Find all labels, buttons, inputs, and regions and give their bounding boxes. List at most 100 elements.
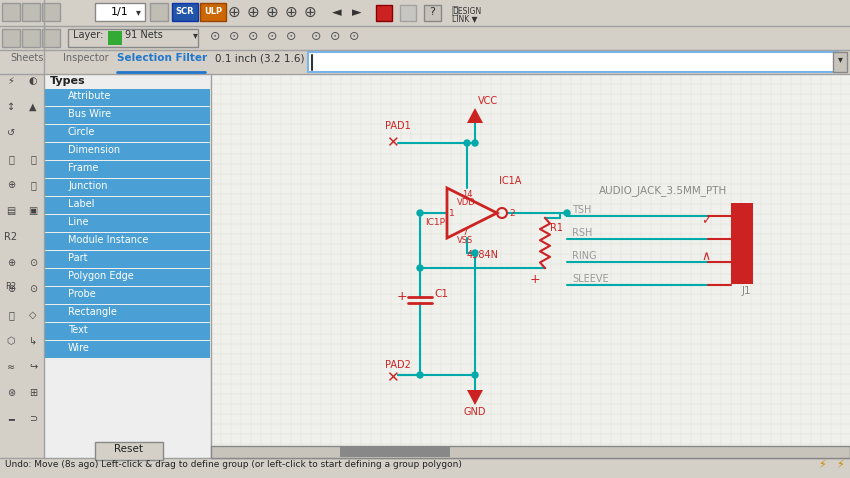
Text: ✕: ✕ xyxy=(386,135,399,151)
Bar xyxy=(22,3,40,21)
Bar xyxy=(833,52,847,72)
Text: VSS: VSS xyxy=(457,236,473,245)
Text: R1: R1 xyxy=(550,223,563,233)
Text: ◇: ◇ xyxy=(29,310,37,320)
Text: ⊙: ⊙ xyxy=(210,30,220,43)
Text: ?: ? xyxy=(429,7,435,17)
Bar xyxy=(0,26,850,50)
Text: +: + xyxy=(530,273,541,286)
Text: Label: Label xyxy=(68,199,94,209)
Text: 4584N: 4584N xyxy=(467,250,499,260)
Text: ▾: ▾ xyxy=(135,7,140,17)
Text: IC1A: IC1A xyxy=(499,176,521,186)
Text: ⊕: ⊕ xyxy=(285,5,297,20)
Bar xyxy=(45,323,210,340)
Bar xyxy=(42,3,60,21)
Bar xyxy=(45,215,210,232)
Bar xyxy=(0,458,850,478)
Bar xyxy=(45,125,210,142)
Bar xyxy=(211,446,850,458)
Bar xyxy=(45,161,210,178)
Text: ⊕: ⊕ xyxy=(228,5,241,20)
Bar xyxy=(400,5,416,21)
Text: ULP: ULP xyxy=(204,7,222,16)
Text: Part: Part xyxy=(68,253,88,263)
Text: ⊙: ⊙ xyxy=(330,30,340,43)
Text: 🔧: 🔧 xyxy=(30,154,36,164)
Bar xyxy=(376,5,392,21)
Text: PAD1: PAD1 xyxy=(385,121,411,131)
Text: ⊞: ⊞ xyxy=(29,388,37,398)
Text: ⊕: ⊕ xyxy=(246,5,259,20)
Text: ▣: ▣ xyxy=(28,206,37,216)
Bar xyxy=(45,89,210,106)
Bar xyxy=(68,29,198,47)
Bar xyxy=(108,31,122,45)
Text: GND: GND xyxy=(464,407,486,417)
Text: Inspector: Inspector xyxy=(63,53,109,63)
Text: ⚡: ⚡ xyxy=(8,76,14,86)
Text: Bus Wire: Bus Wire xyxy=(68,109,111,119)
Polygon shape xyxy=(467,108,483,123)
Text: Undo: Move (8s ago) Left-click & drag to define group (or left-click to start de: Undo: Move (8s ago) Left-click & drag to… xyxy=(5,460,462,469)
Text: Selection Filter: Selection Filter xyxy=(117,53,207,63)
Text: ∧: ∧ xyxy=(701,250,711,263)
Text: ⬡: ⬡ xyxy=(7,336,15,346)
Text: 7: 7 xyxy=(462,228,468,237)
Text: R2: R2 xyxy=(5,282,16,291)
Text: ↳: ↳ xyxy=(29,336,37,346)
Text: Layer:: Layer: xyxy=(73,30,104,40)
Text: 14: 14 xyxy=(462,190,473,199)
Text: Probe: Probe xyxy=(68,289,96,299)
Circle shape xyxy=(417,210,423,216)
Text: ⊙: ⊙ xyxy=(286,30,297,43)
Text: TSH: TSH xyxy=(572,205,592,215)
Text: RSH: RSH xyxy=(572,228,592,238)
Text: ◄: ◄ xyxy=(332,6,342,19)
Text: 91 Nets: 91 Nets xyxy=(125,30,162,40)
Circle shape xyxy=(464,140,470,146)
Text: DESIGN: DESIGN xyxy=(452,7,481,16)
Text: Types: Types xyxy=(50,76,86,86)
Text: VDD: VDD xyxy=(457,198,476,207)
Bar xyxy=(45,197,210,214)
Text: ⊕: ⊕ xyxy=(303,5,316,20)
Text: ⊙: ⊙ xyxy=(29,258,37,268)
Circle shape xyxy=(472,372,478,378)
Text: 1: 1 xyxy=(449,208,455,217)
Bar xyxy=(308,52,838,72)
Text: ↺: ↺ xyxy=(7,128,15,138)
Text: Reset: Reset xyxy=(115,444,144,454)
Text: ⊕: ⊕ xyxy=(7,180,15,190)
Text: R2: R2 xyxy=(4,232,18,242)
Text: RING: RING xyxy=(572,251,597,261)
Text: ⊙: ⊙ xyxy=(29,284,37,294)
Circle shape xyxy=(472,140,478,146)
Bar xyxy=(200,3,226,21)
Text: Wire: Wire xyxy=(68,343,90,353)
Bar xyxy=(731,203,753,284)
Text: 0.1 inch (3.2 1.6): 0.1 inch (3.2 1.6) xyxy=(215,53,304,63)
Bar xyxy=(44,74,211,458)
Text: ▤: ▤ xyxy=(6,206,15,216)
Text: ▲: ▲ xyxy=(29,102,37,112)
Text: ↕: ↕ xyxy=(7,102,15,112)
Text: ⊛: ⊛ xyxy=(7,388,15,398)
Text: ≈: ≈ xyxy=(7,362,15,372)
Text: Frame: Frame xyxy=(68,163,99,173)
Text: 1/1: 1/1 xyxy=(111,7,129,17)
Bar xyxy=(172,3,198,21)
Bar xyxy=(45,305,210,322)
Text: 🔗: 🔗 xyxy=(452,6,459,16)
Bar xyxy=(45,179,210,196)
Bar xyxy=(45,341,210,358)
Bar xyxy=(45,107,210,124)
Text: ⊙: ⊙ xyxy=(348,30,360,43)
Text: ▾: ▾ xyxy=(837,54,842,64)
Text: Dimension: Dimension xyxy=(68,145,120,155)
Text: Sheets: Sheets xyxy=(10,53,43,63)
Text: Text: Text xyxy=(68,325,88,335)
Text: SLEEVE: SLEEVE xyxy=(572,274,609,284)
Text: C1: C1 xyxy=(434,289,448,299)
Circle shape xyxy=(564,210,570,216)
